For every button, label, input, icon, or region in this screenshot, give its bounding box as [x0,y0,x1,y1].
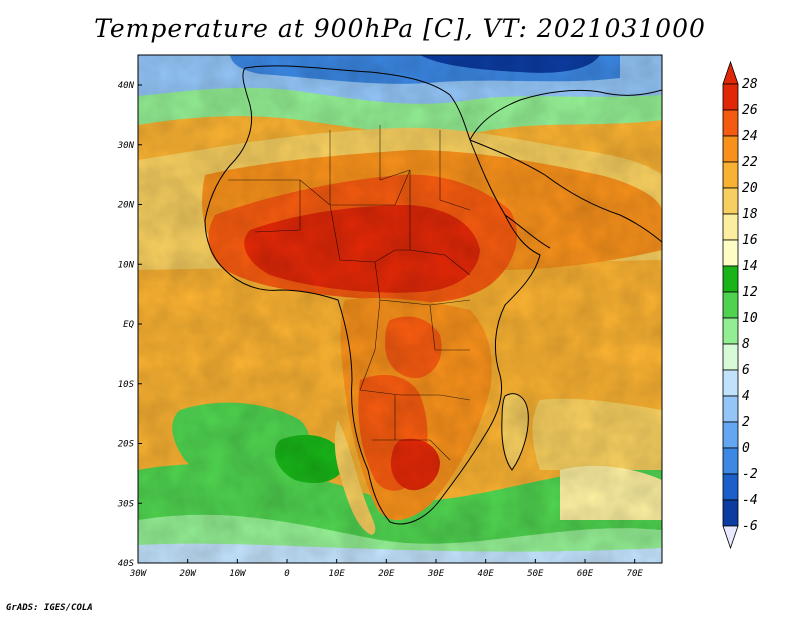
lat-label: 20N [118,201,135,211]
colorbar-swatch [722,291,739,319]
colorbar-label: 14 [742,259,758,274]
lat-label: 20S [118,440,135,450]
lon-label: 40E [478,569,495,579]
lon-label: 10E [329,569,346,579]
plot-frame [137,54,663,564]
lon-label: 10W [229,569,247,579]
colorbar-label: 4 [742,389,750,404]
colorbar-label: 12 [742,285,758,300]
colorbar-label: -6 [742,519,758,534]
colorbar-swatch [722,447,739,475]
colorbar-label: 22 [742,155,758,170]
lon-label: 30W [129,569,148,579]
lat-label: 10N [118,260,135,270]
colorbar-swatch [722,369,739,397]
lon-label: 70E [627,569,644,579]
colorbar-swatch [722,109,739,137]
colorbar-label: 0 [742,441,750,456]
coastlines [204,65,662,525]
colorbar-swatch [722,161,739,189]
colorbar-label: 10 [742,311,758,326]
colorbar-label: 8 [742,337,750,352]
lat-axis-labels: 40N 30N 20N 10N EQ 10S 20S 30S 40S [117,81,135,569]
lat-label: 30N [117,141,135,151]
temperature-field [138,55,662,563]
colorbar-swatch [722,499,739,527]
colorbar-label: 2 [742,415,750,430]
colorbar-label: -4 [742,493,758,508]
colorbar-swatch [722,265,739,293]
colorbar-swatch [722,83,739,111]
lat-label: 30S [117,499,135,509]
chart-title: Temperature at 900hPa [C], VT: 202103100… [94,14,706,43]
colorbar-swatch [722,213,739,241]
colorbar-bottom-arrow [722,525,739,550]
grads-credit: GrADS: IGES/COLA [6,603,93,613]
colorbar-top-arrow [722,60,739,85]
lon-label: 60E [577,569,594,579]
colorbar-label: 16 [742,233,758,248]
colorbar-label: 6 [742,363,750,378]
colorbar-swatch [722,395,739,423]
lon-label: 30E [427,569,445,579]
lon-label: 20E [378,569,395,579]
lat-label: 40S [118,559,135,569]
lon-label: 50E [527,569,544,579]
colorbar-swatch [722,239,739,267]
lat-label: 40N [118,81,135,91]
lon-label: 0 [284,569,289,579]
colorbar-swatch [722,187,739,215]
axis-ticks [137,84,636,564]
colorbar-swatch [722,135,739,163]
colorbar-label: 26 [742,103,758,118]
lon-axis-labels: 30W 20W 10W 0 10E 20E 30E 40E 50E 60E 70E [129,569,644,579]
colorbar-label: 28 [742,77,758,92]
colorbar-label: 24 [742,129,758,144]
colorbar-swatch [722,317,739,345]
lon-label: 20W [180,569,198,579]
colorbar-swatch [722,473,739,501]
colorbar-swatch [722,343,739,371]
lat-label: 10S [118,380,135,390]
colorbar-label: -2 [742,467,758,482]
lat-label: EQ [123,320,134,330]
colorbar-swatch [722,421,739,449]
colorbar-label: 20 [742,181,758,196]
country-borders [228,125,471,461]
colorbar-label: 18 [742,207,758,222]
